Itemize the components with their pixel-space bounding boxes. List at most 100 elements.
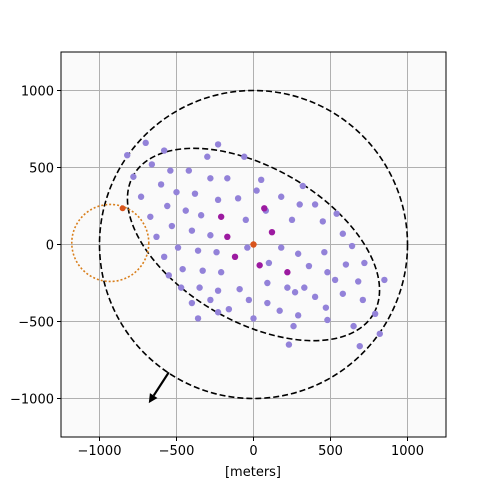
outer-point <box>157 181 165 188</box>
outer-point <box>148 161 156 168</box>
arrow-head <box>148 393 158 404</box>
outer-point <box>217 269 225 276</box>
outer-point <box>165 272 172 279</box>
outer-point <box>331 276 339 284</box>
outer-point <box>355 278 362 285</box>
outer-point <box>324 269 331 276</box>
outer-point <box>348 242 356 250</box>
outer-point <box>278 193 285 200</box>
axis-ticks: −1000 −500 0 500 1000 −1000 −500 0 500 1000 <box>10 85 424 460</box>
outer-point <box>174 244 182 251</box>
outer-point <box>204 153 211 160</box>
x-axis-label: [meters] <box>225 465 281 480</box>
outer-point <box>333 210 340 217</box>
outer-point <box>361 259 368 267</box>
outer-point <box>294 250 302 257</box>
outer-point <box>342 261 350 268</box>
inner-point <box>231 253 239 261</box>
inner-point <box>261 205 268 212</box>
x-tick-label: 500 <box>318 444 343 459</box>
outer-point <box>264 279 271 287</box>
outer-point <box>213 249 220 256</box>
outer-point <box>250 315 257 322</box>
arrow-shaft <box>152 371 170 397</box>
outer-point <box>241 153 248 160</box>
outer-point <box>130 173 137 180</box>
outer-point <box>285 341 293 348</box>
outer-point <box>197 212 205 219</box>
outer-dashed-circle <box>98 89 409 400</box>
outer-point <box>147 213 154 220</box>
outer-point <box>194 247 202 254</box>
outer-point <box>291 289 299 296</box>
outer-point <box>321 249 328 256</box>
outer-point <box>284 284 291 291</box>
y-tick-label: 0 <box>46 239 54 254</box>
orange-marker-point <box>119 205 126 212</box>
outer-point <box>245 296 253 304</box>
y-tick-label: −1000 <box>10 393 54 408</box>
outer-point <box>196 284 203 291</box>
outer-point <box>350 322 357 330</box>
x-tick-label: −1000 <box>78 444 122 459</box>
outer-point <box>339 290 347 297</box>
inner-point <box>268 228 276 236</box>
outer-point <box>322 304 330 311</box>
outer-point <box>160 147 168 154</box>
y-tick-label: 500 <box>29 162 54 177</box>
outer-point <box>299 182 306 190</box>
outer-point <box>191 190 199 197</box>
outer-point <box>142 139 149 147</box>
outer-point <box>177 284 185 291</box>
outer-point <box>356 342 363 350</box>
outer-point <box>324 316 331 324</box>
inner-point <box>284 269 291 276</box>
orange-dotted-circle <box>70 203 150 283</box>
y-tick-label: −500 <box>18 316 54 331</box>
inner-point <box>217 213 225 220</box>
outer-point <box>214 196 222 204</box>
outer-point <box>376 330 383 338</box>
outer-point <box>264 299 271 307</box>
outer-point <box>168 222 176 230</box>
outer-point <box>194 315 202 322</box>
outer-point <box>167 167 174 174</box>
outer-point <box>188 227 196 234</box>
outer-point <box>242 216 249 224</box>
x-tick-label: 1000 <box>391 444 424 459</box>
outer-point <box>173 188 180 196</box>
outer-point <box>124 151 131 159</box>
outer-point <box>296 201 303 208</box>
outer-point <box>188 299 196 307</box>
outer-point <box>288 216 296 224</box>
outer-point <box>137 193 145 200</box>
outer-point <box>244 244 251 251</box>
outer-point <box>164 202 171 210</box>
outer-point <box>381 276 388 284</box>
inner-point <box>256 262 263 269</box>
outer-point <box>214 287 222 294</box>
data-points <box>119 139 388 350</box>
outer-point <box>339 230 347 237</box>
x-tick-label: −500 <box>159 444 195 459</box>
outer-point <box>225 305 233 313</box>
outer-point <box>234 195 242 202</box>
outer-point <box>305 262 313 270</box>
outer-point <box>207 296 214 304</box>
outer-point <box>359 296 367 304</box>
outer-point <box>258 176 265 184</box>
center-point <box>250 241 257 248</box>
outer-point <box>179 265 186 273</box>
outer-point <box>265 259 273 267</box>
outer-point <box>301 284 308 291</box>
outer-point <box>207 232 214 239</box>
outer-point <box>153 233 160 240</box>
inner-point <box>224 233 231 240</box>
outer-point <box>185 167 193 174</box>
outer-point <box>278 244 285 251</box>
outer-point <box>311 201 319 208</box>
x-tick-label: 0 <box>249 444 257 459</box>
y-tick-label: 1000 <box>21 85 54 100</box>
outer-point <box>319 218 326 225</box>
outer-point <box>224 175 231 182</box>
